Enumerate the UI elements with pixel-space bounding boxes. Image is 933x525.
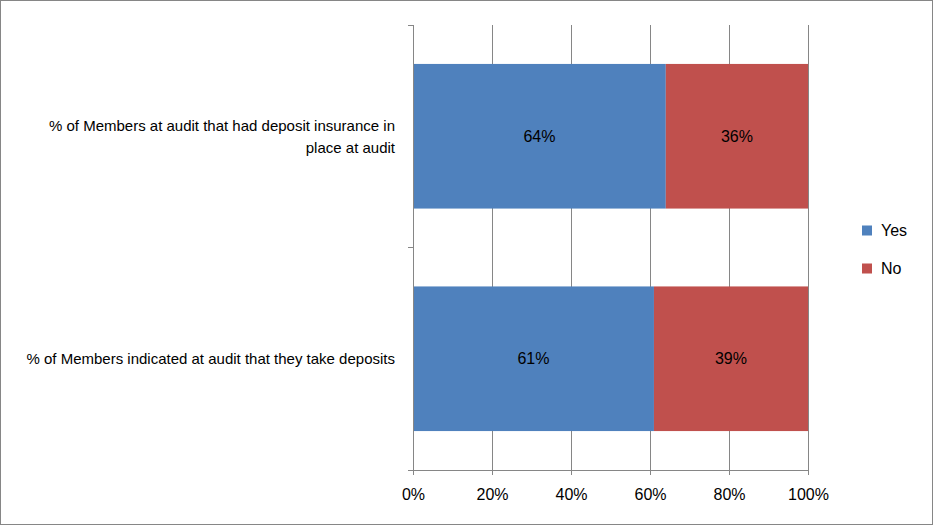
x-tick: 80%	[713, 470, 745, 503]
x-tick: 40%	[555, 470, 587, 503]
data-labels: 64% 61% 36% 39%	[517, 128, 752, 368]
data-label: 64%	[523, 128, 555, 145]
tick-label: 80%	[713, 486, 745, 503]
bar-segment	[654, 286, 808, 431]
data-label: 39%	[715, 350, 747, 367]
axis-line	[414, 471, 809, 476]
legend-label: No	[881, 260, 902, 277]
tick-label: 100%	[788, 486, 829, 503]
tick-label: 0%	[402, 486, 425, 503]
bar-segment	[413, 64, 666, 209]
chart-border	[1, 1, 933, 525]
category-label: % of Members indicated at audit that the…	[26, 350, 395, 367]
tick-mark	[729, 470, 730, 475]
y-axis	[408, 25, 413, 470]
tick-mark	[808, 470, 809, 475]
tick-mark	[571, 470, 572, 475]
axis-tick	[408, 247, 413, 248]
data-label: 61%	[517, 350, 549, 367]
axis-tick	[408, 470, 413, 471]
x-tick: 0%	[402, 470, 425, 503]
chart: 64% 61% 36% 39% % of Members at audit that h…	[0, 0, 933, 525]
legend: Yes No	[862, 222, 907, 277]
tick-mark	[650, 470, 651, 475]
tick-label: 60%	[634, 486, 666, 503]
tick-mark	[413, 470, 414, 475]
tick-mark	[492, 470, 493, 475]
category-label: % of Members at audit that had deposit i…	[49, 117, 396, 156]
bar-segment	[666, 64, 808, 209]
x-tick: 100%	[788, 470, 829, 503]
legend-swatch	[862, 264, 872, 274]
legend-label: Yes	[881, 222, 907, 239]
bar-segment	[413, 286, 654, 431]
axis-tick	[408, 25, 413, 26]
data-label: 36%	[721, 128, 753, 145]
legend-swatch	[862, 226, 872, 236]
bars	[413, 64, 808, 431]
grid	[413, 25, 808, 470]
tick-label: 40%	[555, 486, 587, 503]
x-tick: 20%	[476, 470, 508, 503]
x-axis: 0% 20% 40% 60% 80% 100%	[402, 470, 829, 503]
tick-label: 20%	[476, 486, 508, 503]
x-tick: 60%	[634, 470, 666, 503]
